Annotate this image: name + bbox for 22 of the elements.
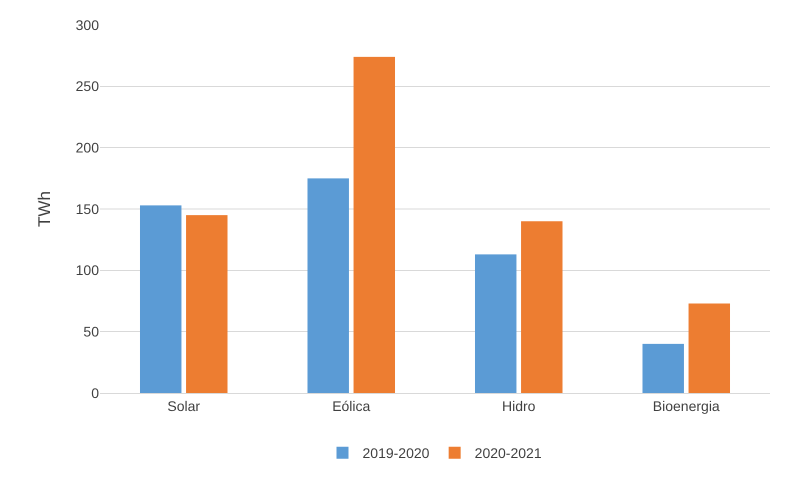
y-tick-label: 250 [76,78,100,94]
bar [354,56,396,393]
y-tick-label: 200 [76,140,100,156]
bar [521,221,563,393]
x-tick-label: Hidro [502,398,536,414]
bar [642,344,684,393]
x-tick-label: Solar [167,398,200,414]
bar [474,254,516,393]
bar [186,215,228,393]
legend-label: 2019-2020 [362,445,430,462]
legend-label: 2020-2021 [474,445,542,462]
x-tick-label: Bioenergia [652,398,720,414]
y-axis-title: TWh [35,191,54,227]
y-tick-label: 150 [76,200,100,217]
y-tick-label: 0 [91,384,100,401]
bar [140,205,182,393]
bar [307,178,349,393]
x-tick-label: Eólica [332,398,371,414]
y-tick-label: 100 [76,262,100,278]
y-tick-label: 50 [83,324,100,340]
y-tick-label: 300 [76,16,100,33]
bar [688,303,730,393]
